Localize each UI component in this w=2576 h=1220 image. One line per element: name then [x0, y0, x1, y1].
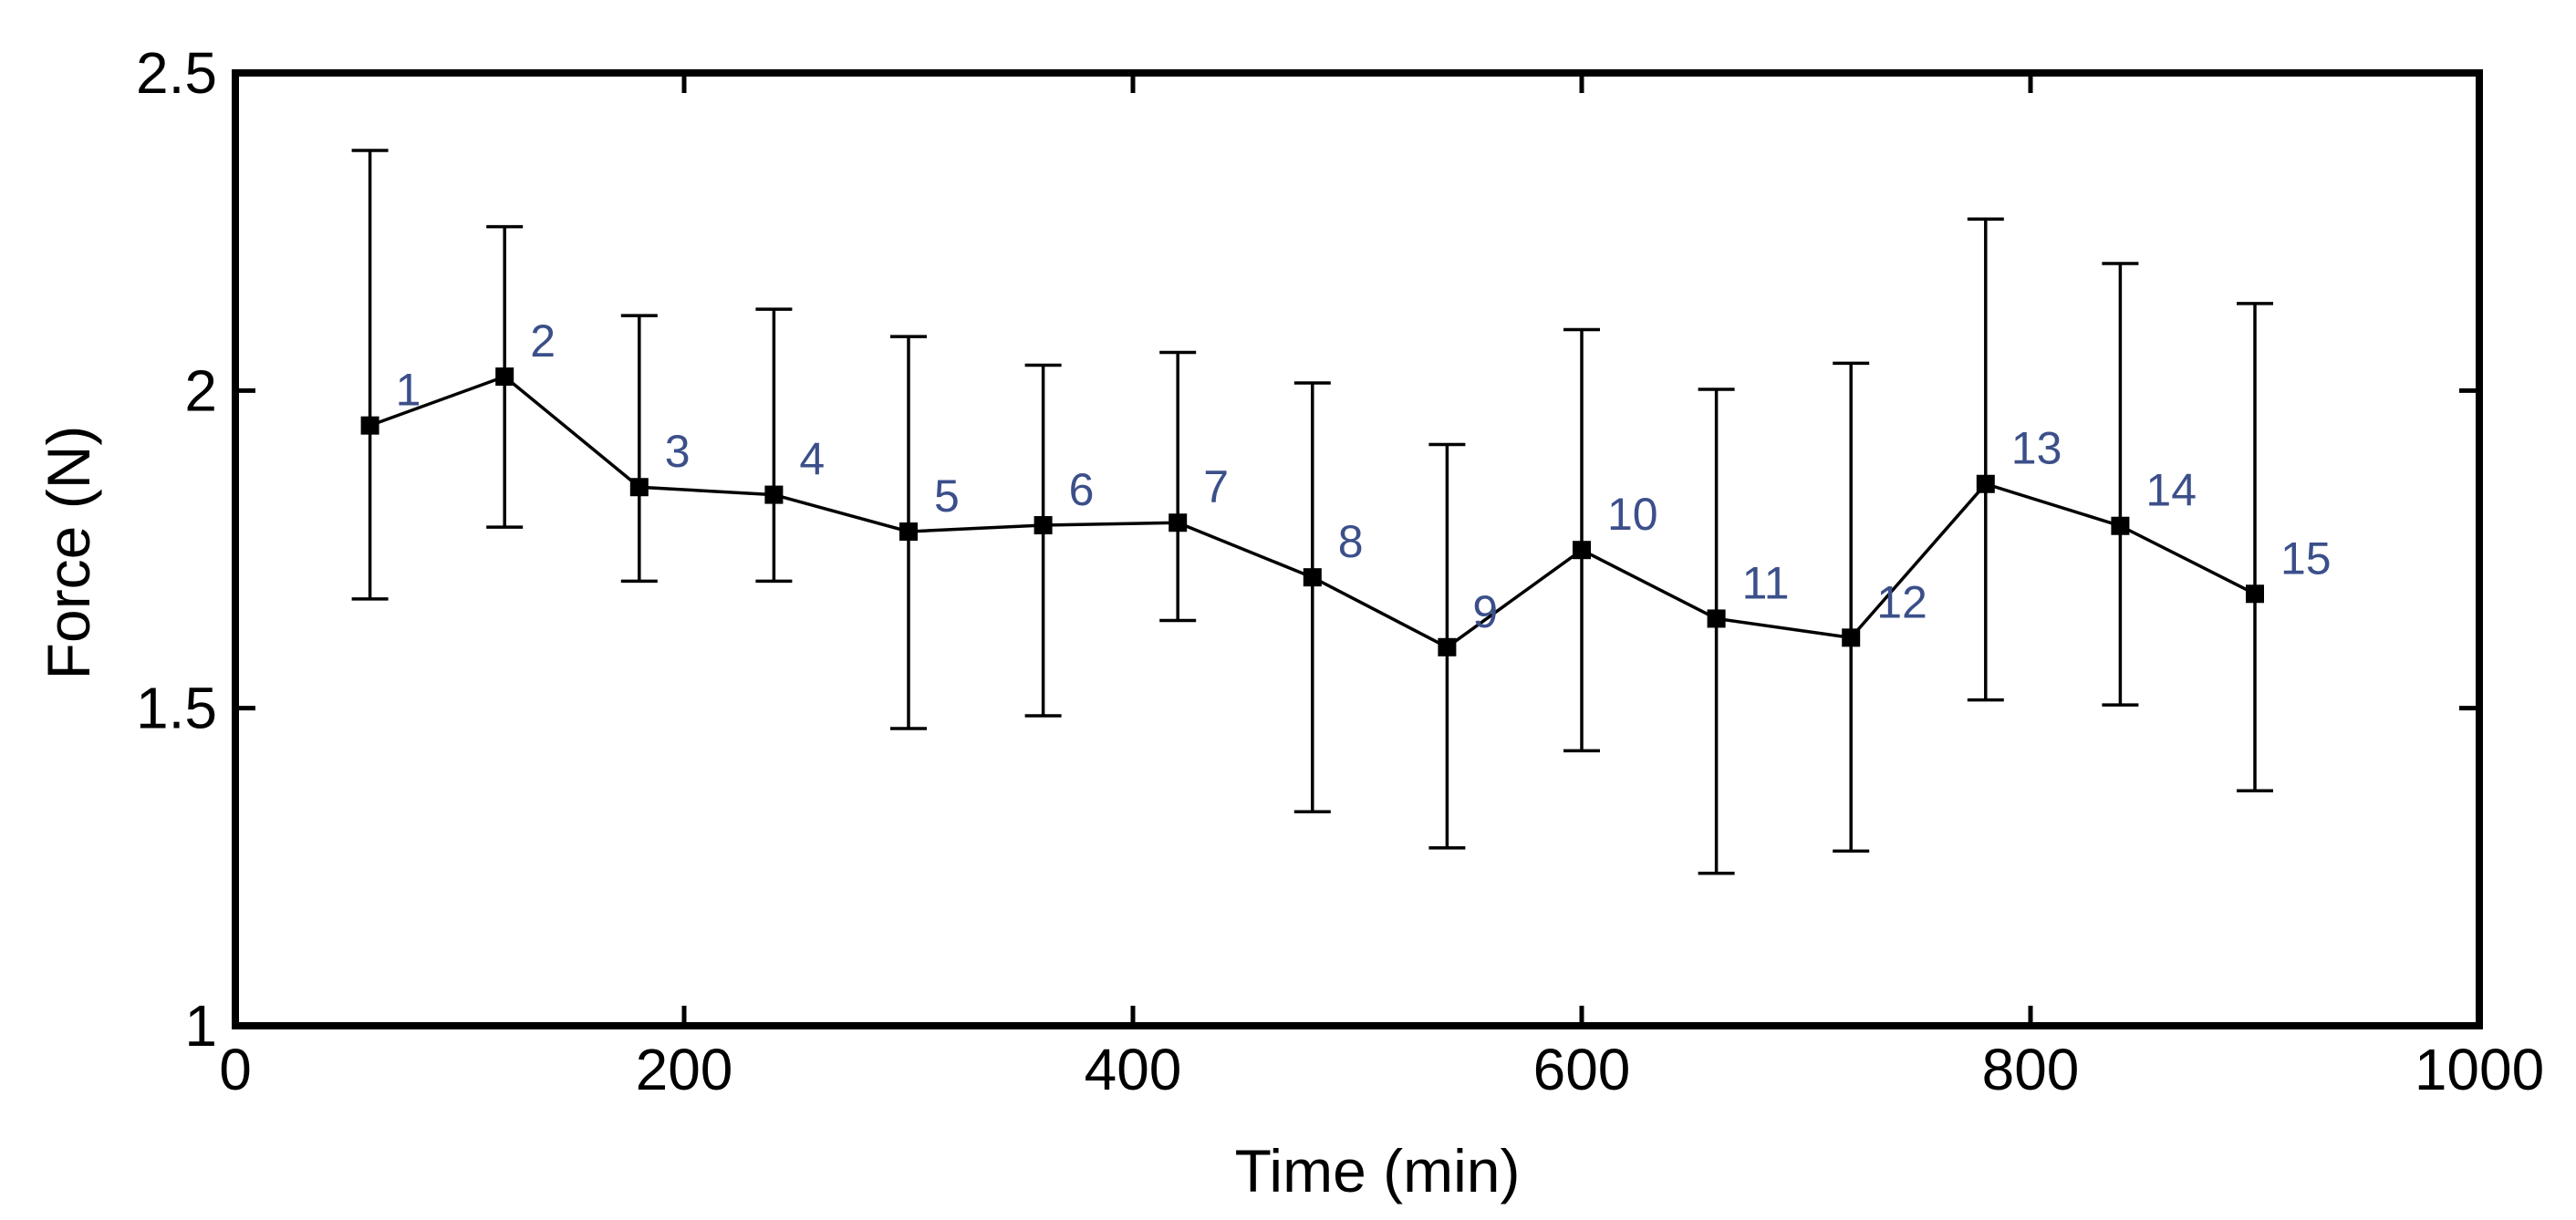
point-label: 4 — [799, 434, 825, 485]
point-label: 13 — [2011, 423, 2062, 474]
point-label: 12 — [1876, 576, 1927, 627]
data-point-marker — [764, 485, 784, 504]
point-label: 11 — [1742, 557, 1790, 608]
x-tick-label: 800 — [1982, 1037, 2080, 1102]
data-point-marker — [1303, 568, 1322, 587]
data-point-marker — [1169, 513, 1188, 532]
data-point-marker — [629, 478, 649, 497]
y-tick-label: 1.5 — [136, 676, 217, 741]
point-label: 15 — [2280, 532, 2332, 584]
point-label: 2 — [530, 315, 556, 367]
data-point-marker — [1976, 474, 1995, 493]
y-axis-title: Force (N) — [35, 426, 102, 680]
plot-frame — [232, 69, 2483, 1029]
point-label: 3 — [665, 426, 691, 477]
series-force — [351, 149, 2273, 875]
point-label: 1 — [396, 365, 421, 416]
y-tick-label: 1 — [184, 993, 217, 1059]
data-point-marker — [495, 367, 514, 387]
x-tick-label: 600 — [1533, 1037, 1631, 1102]
y-tick-label: 2.5 — [136, 40, 217, 106]
data-point-marker — [2111, 516, 2130, 535]
point-label: 10 — [1607, 489, 1658, 540]
data-point-marker — [1034, 516, 1053, 535]
data-point-marker — [1573, 541, 1591, 560]
data-point-marker — [1438, 637, 1457, 657]
data-point-marker — [2246, 584, 2264, 604]
point-label: 7 — [1203, 461, 1229, 512]
point-label: 8 — [1338, 516, 1364, 567]
data-point-marker — [360, 416, 379, 435]
point-label: 5 — [934, 470, 960, 522]
data-point-marker — [899, 522, 918, 541]
x-tick-label: 400 — [1085, 1037, 1182, 1102]
y-tick-label: 2 — [184, 357, 217, 423]
data-point-marker — [1842, 628, 1861, 647]
plot-area — [232, 69, 2483, 1029]
x-tick-label: 0 — [219, 1037, 252, 1102]
data-point-marker — [1707, 609, 1726, 628]
point-label: 14 — [2145, 465, 2197, 516]
x-tick-label: 200 — [636, 1037, 733, 1102]
axis-ticks: 0 200 400 600 800 1000 1 1.5 2 2.5 — [136, 40, 2544, 1102]
point-label: 9 — [1472, 586, 1498, 637]
x-tick-label: 1000 — [2415, 1037, 2544, 1102]
point-label: 6 — [1069, 464, 1095, 515]
x-axis-title: Time (min) — [1235, 1137, 1521, 1204]
